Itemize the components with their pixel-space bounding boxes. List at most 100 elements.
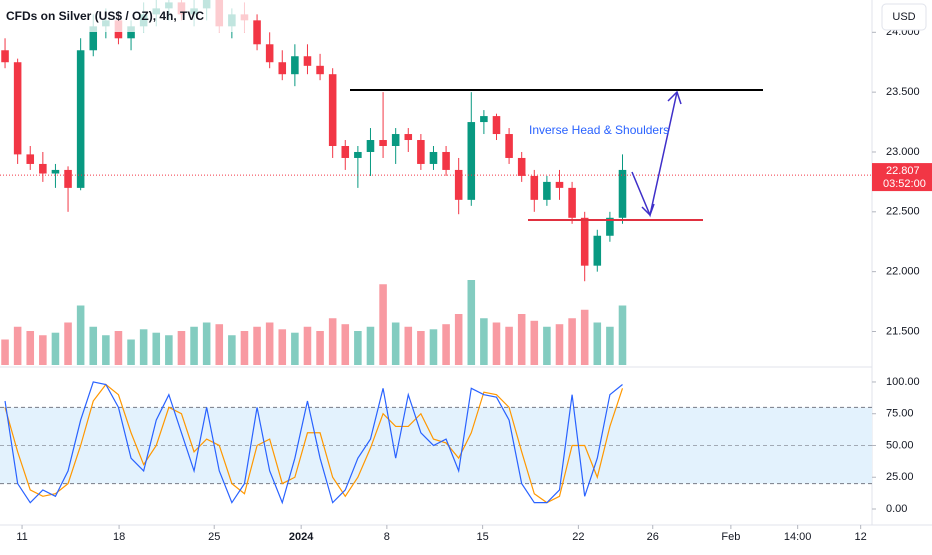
volume-bar bbox=[568, 318, 576, 365]
volume-bar bbox=[354, 331, 362, 365]
volume-bar bbox=[530, 320, 539, 365]
volume-bar bbox=[303, 326, 312, 365]
volume-bar bbox=[265, 322, 274, 365]
candle-body bbox=[429, 151, 438, 164]
volume-bar bbox=[13, 326, 22, 365]
volume-bar bbox=[177, 331, 186, 365]
volume-bar bbox=[442, 324, 450, 365]
x-tick-label: Feb bbox=[721, 531, 740, 543]
x-tick-label: 12 bbox=[855, 531, 867, 543]
candle-body bbox=[492, 116, 501, 135]
candle-body bbox=[354, 151, 362, 158]
candle-body bbox=[366, 140, 375, 152]
x-tick-label: 26 bbox=[647, 531, 659, 543]
y-tick-label: 75.00 bbox=[886, 408, 914, 420]
volume-bar bbox=[76, 305, 85, 365]
candle-body bbox=[606, 217, 614, 236]
candle-body bbox=[39, 163, 47, 174]
volume-bar bbox=[215, 324, 224, 365]
candle-body bbox=[568, 187, 576, 218]
volume-bar bbox=[64, 322, 72, 365]
volume-bar bbox=[366, 326, 375, 365]
candle-body bbox=[328, 74, 337, 146]
volume-bar bbox=[316, 331, 324, 365]
stoch-line bbox=[4, 381, 623, 505]
candle-body bbox=[341, 146, 350, 158]
candle-body bbox=[1, 50, 9, 63]
candle-body bbox=[253, 20, 261, 45]
y-tick-label: 23.500 bbox=[886, 86, 920, 98]
volume-bar bbox=[593, 322, 602, 365]
x-tick-label: 11 bbox=[16, 531, 27, 543]
volume-bar bbox=[391, 322, 400, 365]
candle-body bbox=[13, 62, 22, 155]
candle-body bbox=[580, 217, 589, 266]
volume-bar bbox=[253, 326, 261, 365]
volume-bar bbox=[328, 318, 337, 365]
currency[interactable]: USD bbox=[892, 11, 915, 23]
candle-body bbox=[480, 116, 488, 123]
last-price-label: 22.807 bbox=[886, 165, 920, 177]
volume-bar bbox=[492, 322, 501, 365]
volume-bar bbox=[240, 331, 249, 365]
volume-bar bbox=[454, 314, 463, 365]
currency-button[interactable] bbox=[881, 3, 927, 31]
x-tick-label: 8 bbox=[384, 531, 390, 543]
x-tick-label: 22 bbox=[572, 531, 584, 543]
volume-bar bbox=[202, 322, 211, 365]
y-tick-label: 23.000 bbox=[886, 146, 920, 158]
candle-body bbox=[265, 44, 274, 63]
candle-body bbox=[618, 169, 627, 218]
volume-bar bbox=[606, 326, 614, 365]
volume-bar bbox=[467, 280, 476, 365]
volume-bar bbox=[127, 339, 135, 365]
y-tick-label: 21.500 bbox=[886, 325, 920, 337]
candle-body bbox=[76, 50, 85, 188]
x-tick-label: 15 bbox=[476, 531, 488, 543]
volume-bar bbox=[152, 332, 161, 365]
volume-bar bbox=[228, 335, 236, 365]
candle-body bbox=[593, 235, 602, 266]
volume-bar bbox=[543, 326, 551, 365]
x-tick-label: 25 bbox=[208, 531, 220, 543]
volume-bar bbox=[26, 331, 35, 365]
y-tick-label: 25.00 bbox=[886, 471, 914, 483]
candle-body bbox=[26, 154, 35, 164]
volume-bar bbox=[404, 326, 413, 365]
candle-body bbox=[404, 134, 413, 141]
candle-body bbox=[505, 134, 513, 158]
countdown: 03:52:00 bbox=[883, 178, 926, 190]
candle-body bbox=[379, 140, 387, 146]
annotation: Inverse Head & Shoulders bbox=[529, 123, 669, 137]
x-tick-label: 18 bbox=[113, 531, 125, 543]
volume-bar bbox=[555, 324, 564, 365]
volume-bar bbox=[1, 339, 9, 365]
y-tick-label: 100.00 bbox=[886, 376, 920, 388]
volume-bar bbox=[580, 309, 589, 365]
volume-bar bbox=[51, 332, 60, 365]
candle-body bbox=[89, 26, 98, 51]
candle-body bbox=[543, 181, 551, 200]
volume-bar bbox=[341, 324, 350, 365]
candle-body bbox=[303, 56, 312, 66]
candle-body bbox=[64, 169, 72, 188]
volume-bar bbox=[114, 331, 123, 365]
candle-body bbox=[442, 151, 450, 170]
volume-bar bbox=[480, 318, 488, 365]
candle-body bbox=[454, 169, 463, 200]
title-backdrop bbox=[0, 0, 250, 32]
volume-bar bbox=[517, 314, 526, 365]
y-tick-label: 22.500 bbox=[886, 206, 920, 218]
volume-bar bbox=[190, 326, 198, 365]
volume-bar bbox=[102, 335, 110, 365]
volume-bar bbox=[291, 332, 299, 365]
volume-bar bbox=[89, 326, 98, 365]
candle-body bbox=[530, 175, 539, 200]
arrow-head bbox=[667, 90, 682, 105]
volume-bar bbox=[139, 329, 148, 365]
y-tick-label: 50.00 bbox=[886, 439, 914, 451]
y-tick-label: 22.000 bbox=[886, 266, 920, 278]
stoch-line bbox=[4, 383, 624, 504]
